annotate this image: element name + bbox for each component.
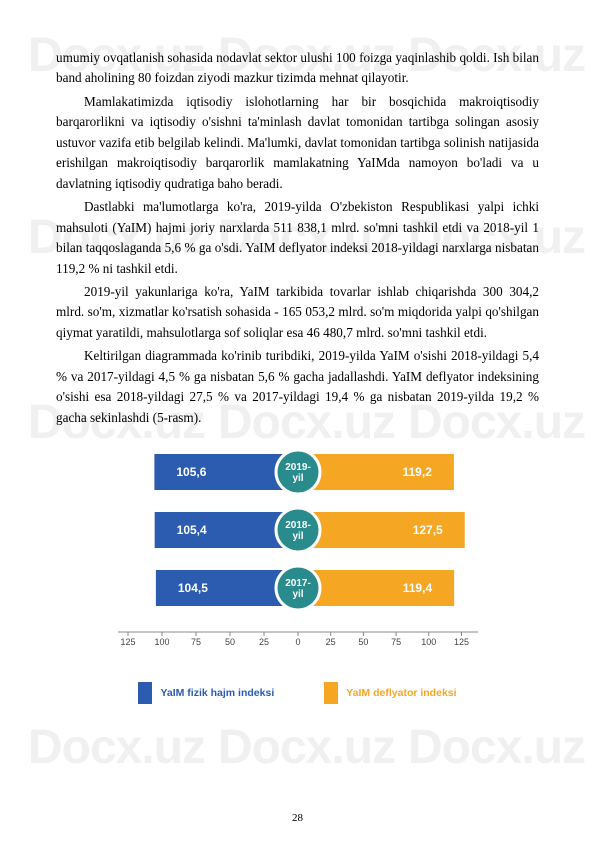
svg-text:105,4: 105,4 (176, 523, 206, 537)
svg-text:127,5: 127,5 (412, 523, 442, 537)
legend-label-left: YaIM fizik hajm indeksi (160, 687, 274, 699)
watermark: Docx.uz (218, 720, 395, 775)
chart-container: 105,6119,22019-yil105,4127,52018-yil104,… (56, 444, 539, 704)
paragraph-4: 2019-yil yakunlariga ko'ra, YaIM tarkibi… (56, 282, 539, 343)
svg-text:125: 125 (120, 637, 135, 647)
svg-text:2019-: 2019- (285, 462, 311, 473)
svg-text:yil: yil (292, 473, 303, 484)
chart-legend: YaIM fizik hajm indeksi YaIM deflyator i… (138, 682, 456, 704)
svg-text:119,2: 119,2 (402, 465, 432, 479)
page-number: 28 (0, 812, 595, 824)
legend-swatch-right (324, 682, 338, 704)
paragraph-5: Keltirilgan diagrammada ko'rinib turibdi… (56, 346, 539, 428)
svg-text:100: 100 (154, 637, 169, 647)
legend-item-right: YaIM deflyator indeksi (324, 682, 456, 704)
svg-text:2017-: 2017- (285, 578, 311, 589)
watermark: Docx.uz (408, 720, 585, 775)
svg-text:25: 25 (258, 637, 268, 647)
svg-text:yil: yil (292, 589, 303, 600)
legend-swatch-left (138, 682, 152, 704)
paragraph-1: umumiy ovqatlanish sohasida nodavlat sek… (56, 48, 539, 89)
svg-text:119,4: 119,4 (402, 581, 432, 595)
svg-text:50: 50 (224, 637, 234, 647)
svg-text:105,6: 105,6 (176, 465, 206, 479)
bar-chart: 105,6119,22019-yil105,4127,52018-yil104,… (108, 444, 488, 674)
legend-label-right: YaIM deflyator indeksi (346, 687, 456, 699)
svg-text:25: 25 (325, 637, 335, 647)
svg-text:yil: yil (292, 531, 303, 542)
svg-text:2018-: 2018- (285, 520, 311, 531)
svg-text:50: 50 (358, 637, 368, 647)
svg-text:75: 75 (391, 637, 401, 647)
svg-text:75: 75 (190, 637, 200, 647)
svg-text:104,5: 104,5 (177, 581, 207, 595)
paragraph-2: Mamlakatimizda iqtisodiy islohotlarning … (56, 92, 539, 194)
watermark: Docx.uz (28, 720, 205, 775)
paragraph-3: Dastlabki ma'lumotlarga ko'ra, 2019-yild… (56, 197, 539, 279)
page-content: umumiy ovqatlanish sohasida nodavlat sek… (0, 0, 595, 724)
svg-text:100: 100 (421, 637, 436, 647)
svg-text:0: 0 (295, 637, 300, 647)
svg-text:125: 125 (453, 637, 468, 647)
legend-item-left: YaIM fizik hajm indeksi (138, 682, 274, 704)
